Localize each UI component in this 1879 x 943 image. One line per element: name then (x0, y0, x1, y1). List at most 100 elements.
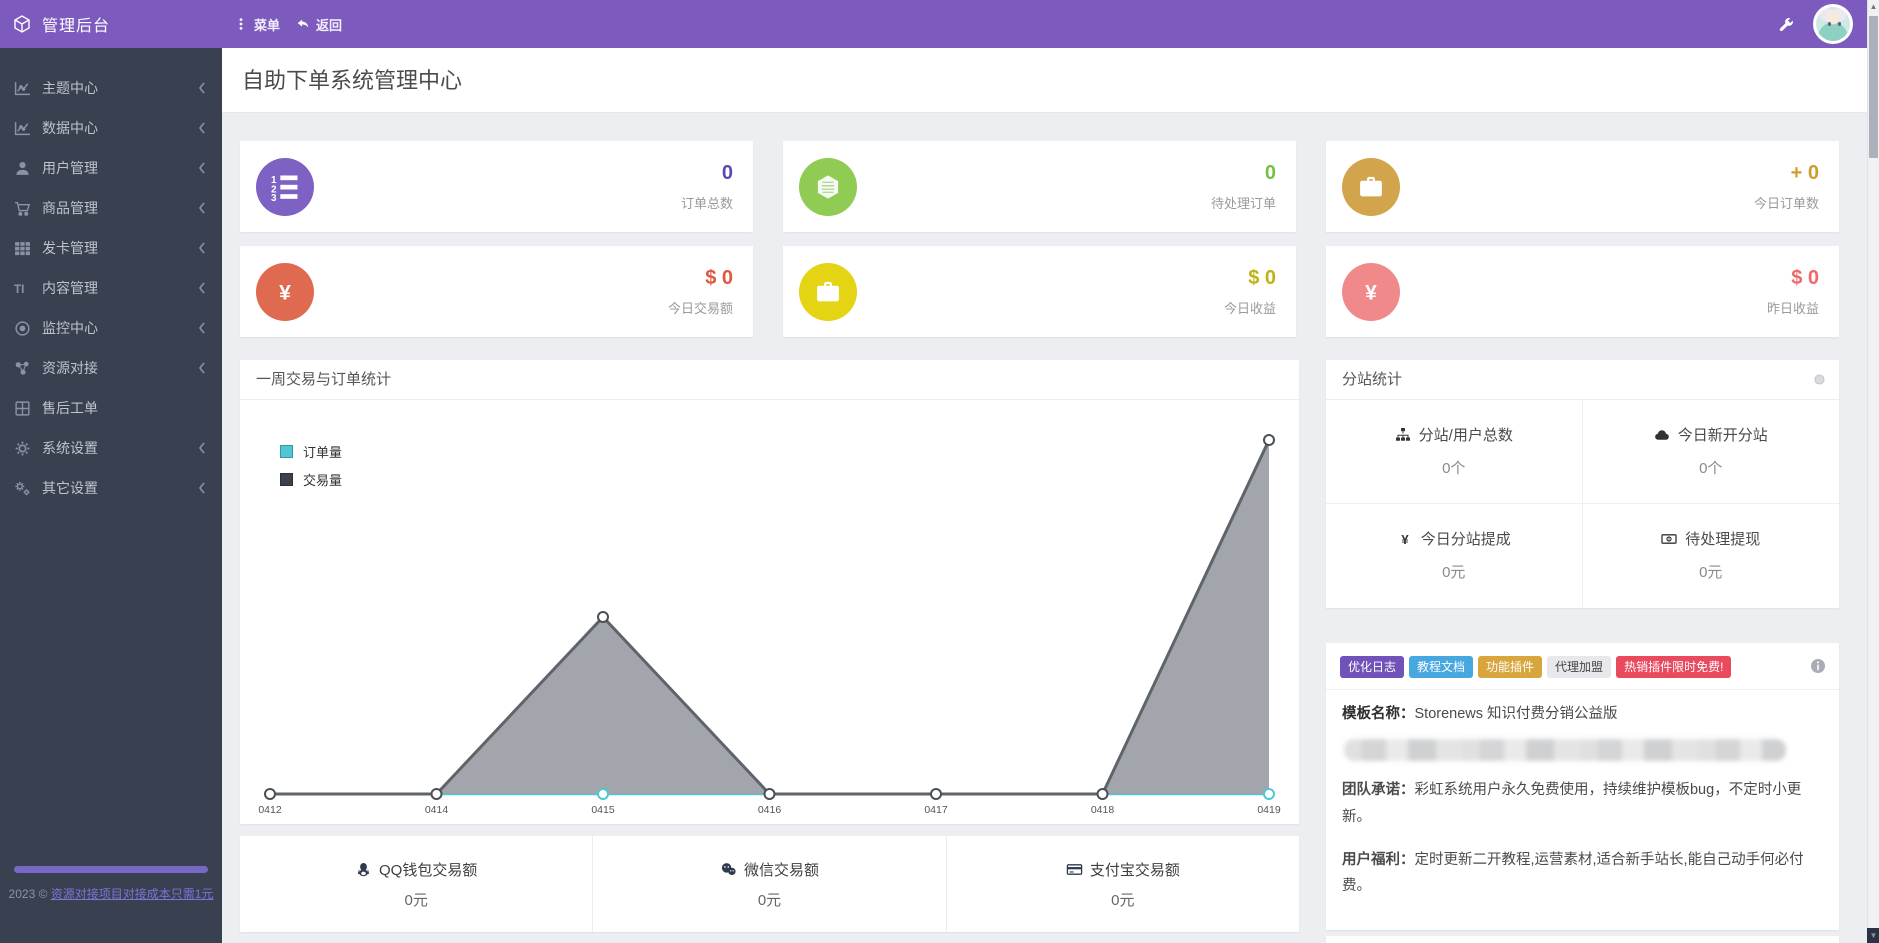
gear-icon (14, 440, 31, 457)
briefcase-icon (1357, 173, 1385, 201)
sidebar-item-label: 监控中心 (42, 320, 98, 336)
sidebar-item-9[interactable]: 售后工单 (0, 388, 222, 428)
menu-label: 菜单 (254, 17, 281, 33)
stat-card-label: 待处理订单 (1210, 195, 1276, 211)
back-button[interactable]: 返回 (296, 0, 342, 48)
payment-stat-label: QQ钱包交易额 (378, 861, 478, 879)
chevron-left-icon (198, 242, 206, 254)
user-benefit-line: 用户福利：定时更新二开教程,运营素材,适合新手站长,能自己动手何必付费。 (1342, 847, 1823, 901)
svg-text:0: 0 (1668, 536, 1671, 541)
svg-text:3: 3 (271, 193, 277, 201)
credit-card-icon (1066, 861, 1083, 878)
chevron-left-icon (198, 82, 206, 94)
sidebar-item-7[interactable]: 监控中心 (0, 308, 222, 348)
scrollbar-thumb[interactable] (1869, 16, 1878, 158)
stat-card-icon-circle: ¥ (256, 262, 314, 321)
scrollbar-up-button[interactable]: ▲ (1869, 2, 1878, 11)
tag-热销插件限时免费![interactable]: 热销插件限时免费! (1616, 656, 1732, 678)
payment-stat-value: 0元 (404, 891, 428, 909)
sidebar-item-3[interactable]: 用户管理 (0, 148, 222, 188)
tag-优化日志[interactable]: 优化日志 (1340, 656, 1405, 678)
stat-card-icon-circle (799, 157, 857, 216)
chevron-left-icon (198, 282, 206, 294)
sidebar-item-label: 主题中心 (42, 80, 98, 96)
sidebar-item-11[interactable]: 其它设置 (0, 468, 222, 508)
stat-card-label: 订单总数 (680, 195, 733, 211)
sidebar-item-1[interactable]: 主题中心 (0, 68, 222, 108)
stat-card-value: $ 0 (1248, 266, 1276, 289)
app-title: 管理后台 (42, 18, 111, 35)
footer-accent-bar (14, 866, 208, 873)
user-avatar[interactable] (1813, 4, 1853, 44)
stat-card-订单总数: 1 2 3 0 订单总数 (240, 141, 753, 232)
payment-stat-header: 支付宝交易额 (1066, 859, 1180, 880)
payment-stat-value: 0元 (1111, 891, 1135, 909)
yen-text-icon: ¥ (1397, 531, 1413, 547)
legend-swatch (280, 473, 293, 486)
sitemap-icon (1395, 427, 1411, 443)
stat-card-待处理订单: 0 待处理订单 (783, 141, 1296, 232)
substation-cell-header: 0 待处理提现 (1661, 528, 1760, 549)
legend-swatch (280, 445, 293, 458)
sidebar-item-6[interactable]: TI 内容管理 (0, 268, 222, 308)
trade-area (270, 440, 1269, 794)
stat-card-value: $ 0 (1791, 266, 1819, 289)
sidebar-item-10[interactable]: 系统设置 (0, 428, 222, 468)
sidebar-item-label: 资源对接 (42, 360, 98, 376)
payment-stat-label: 支付宝交易额 (1089, 861, 1180, 879)
stat-cards-row-2: ¥ $ 0 今日交易额 $ 0 今日收益 ¥ $ 0 昨日收益 (240, 246, 1839, 337)
hexagon-icon (814, 173, 842, 201)
substation-cell-label: 今日新开分站 (1677, 427, 1768, 445)
data-point (264, 788, 276, 800)
redacted-text-strip (1344, 739, 1786, 761)
sidebar-item-4[interactable]: 商品管理 (0, 188, 222, 228)
sidebar: 主题中心数据中心用户管理 商品管理 发卡管理 TI 内容管理监控中心资源对接售后工单 系统… (0, 48, 222, 943)
team-promise-label: 团队承诺： (1342, 782, 1415, 798)
topbar: 管理后台 菜单 返回 (0, 0, 1879, 48)
scrollbar-down-button[interactable]: ▼ (1867, 928, 1879, 943)
sidebar-item-5[interactable]: 发卡管理 (0, 228, 222, 268)
substation-cell-待处理提现: 0 待处理提现 0元 (1583, 504, 1840, 608)
trade-line (270, 439, 1271, 796)
stat-card-text: 0 待处理订单 (857, 162, 1276, 212)
wrench-icon[interactable] (1778, 16, 1795, 33)
chevron-left-icon (198, 322, 206, 334)
tag-代理加盟[interactable]: 代理加盟 (1547, 656, 1612, 678)
sidebar-item-label: 数据中心 (42, 120, 98, 136)
stat-card-value: $ 0 (705, 266, 733, 289)
x-axis-label: 0418 (1091, 804, 1115, 816)
stat-card-text: $ 0 昨日收益 (1400, 267, 1819, 317)
sidebar-menu: 主题中心数据中心用户管理 商品管理 发卡管理 TI 内容管理监控中心资源对接售后工单 系统… (0, 68, 222, 508)
payment-stat-微信交易额: 微信交易额 0元 (593, 836, 947, 932)
chevron-left-icon (198, 362, 206, 374)
info-icon[interactable] (1810, 658, 1826, 674)
tag-功能插件[interactable]: 功能插件 (1478, 656, 1543, 678)
sidebar-item-8[interactable]: 资源对接 (0, 348, 222, 388)
data-point (1096, 788, 1109, 800)
stat-card-label: 昨日收益 (1766, 300, 1819, 316)
sidebar-item-label: 内容管理 (42, 280, 98, 296)
app-logo: 管理后台 (12, 0, 110, 48)
stat-card-text: 0 订单总数 (314, 162, 733, 212)
svg-text:¥: ¥ (279, 281, 291, 304)
sidebar-footer: 2023 © 资源对接项目对接成本只需1元 (0, 866, 222, 904)
tags-row: 优化日志 教程文档 功能插件 代理加盟 热销插件限时免费! (1326, 643, 1839, 690)
qq-icon (355, 861, 372, 878)
legend-item-交易量[interactable]: 交易量 (280, 470, 342, 489)
substation-cell-value: 0个 (1442, 460, 1466, 478)
template-info-body: 模板名称：Storenews 知识付费分销公益版 团队承诺：彩虹系统用户永久免费… (1326, 690, 1839, 900)
chevron-left-icon (198, 202, 206, 214)
footer-link[interactable]: 资源对接项目对接成本只需1元 (50, 887, 214, 901)
banknote-icon: 0 (1661, 531, 1677, 547)
payment-stat-支付宝交易额: 支付宝交易额 0元 (947, 836, 1299, 932)
dots-vertical-icon (234, 17, 248, 31)
tag-教程文档[interactable]: 教程文档 (1409, 656, 1474, 678)
menu-button[interactable]: 菜单 (234, 0, 280, 48)
target-icon (14, 320, 31, 337)
legend-item-订单量[interactable]: 订单量 (280, 442, 342, 461)
sidebar-item-2[interactable]: 数据中心 (0, 108, 222, 148)
substation-cell-label: 待处理提现 (1685, 531, 1761, 549)
legend-label: 订单量 (303, 445, 343, 460)
team-promise-line: 团队承诺：彩虹系统用户永久免费使用，持续维护模板bug，不定时小更新。 (1342, 777, 1823, 831)
